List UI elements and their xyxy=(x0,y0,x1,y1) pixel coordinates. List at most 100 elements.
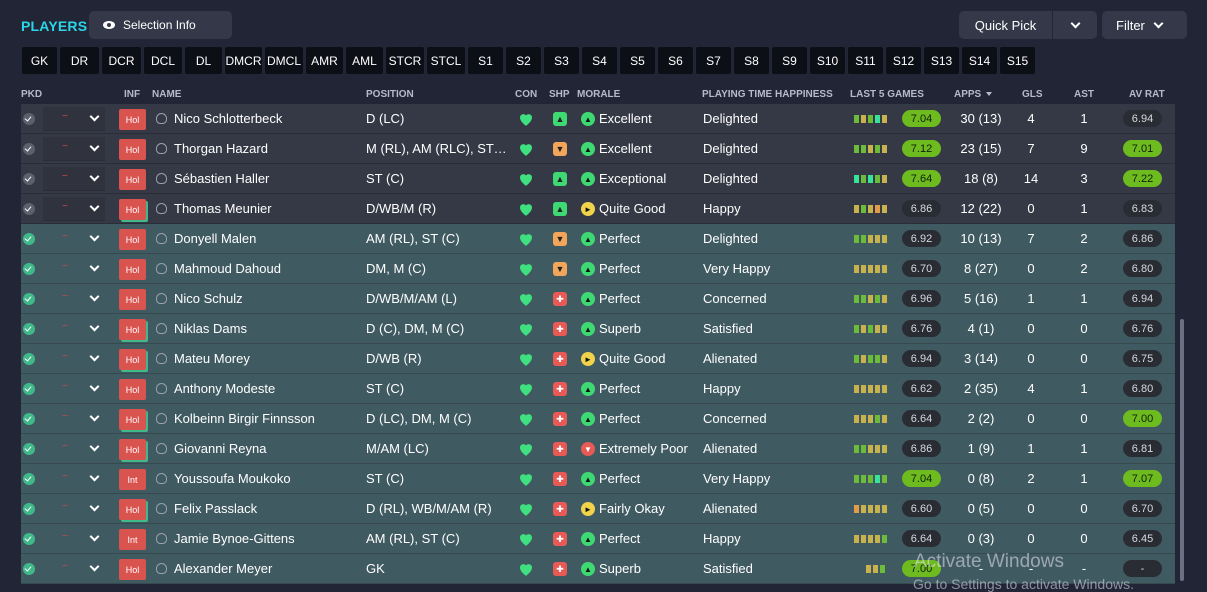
pkd-check-icon[interactable] xyxy=(23,503,35,515)
selection-info-button[interactable]: Selection Info xyxy=(89,11,232,39)
table-row[interactable]: − Hol Donyell Malen AM (RL), ST (C) ▼ ▲ Perfec… xyxy=(21,224,1175,254)
pkd-check-icon[interactable] xyxy=(23,293,35,305)
table-row[interactable]: − Hol Nico Schlotterbeck D (LC) ▲ ▲ Excellent D… xyxy=(21,104,1175,134)
player-name[interactable]: Giovanni Reyna xyxy=(174,441,267,456)
position-filter-s4[interactable]: S4 xyxy=(582,47,617,74)
pkd-check-icon[interactable] xyxy=(23,383,35,395)
table-row[interactable]: − Hol Sébastien Haller ST (C) ▲ ▲ Exceptional D… xyxy=(21,164,1175,194)
position-filter-s2[interactable]: S2 xyxy=(506,47,541,74)
col-av-rat[interactable]: AV RAT xyxy=(1129,89,1165,100)
holiday-badge[interactable]: Int xyxy=(119,529,146,550)
position-filter-s14[interactable]: S14 xyxy=(962,47,997,74)
filter-button[interactable]: Filter xyxy=(1102,11,1187,39)
holiday-badge[interactable]: Hol xyxy=(119,379,146,400)
col-name[interactable]: NAME xyxy=(152,89,182,100)
pkd-check-icon[interactable] xyxy=(23,323,35,335)
position-filter-dcl[interactable]: DCL xyxy=(144,47,182,74)
position-filter-s9[interactable]: S9 xyxy=(772,47,807,74)
col-shp[interactable]: SHP xyxy=(549,89,570,100)
position-filter-s10[interactable]: S10 xyxy=(810,47,845,74)
table-row[interactable]: − Hol Niklas Dams D (C), DM, M (C) ✚ ▲ Superb S… xyxy=(21,314,1175,344)
pkd-check-icon[interactable] xyxy=(23,473,35,485)
table-row[interactable]: − Hol Felix Passlack D (RL), WB/M/AM (R) ✚ ► F… xyxy=(21,494,1175,524)
position-filter-amr[interactable]: AMR xyxy=(306,47,343,74)
table-row[interactable]: − Int Jamie Bynoe-Gittens AM (RL), ST (C) ✚ ▲… xyxy=(21,524,1175,554)
pkd-check-icon[interactable] xyxy=(23,143,35,155)
player-name[interactable]: Nico Schlotterbeck xyxy=(174,111,283,126)
position-filter-dl[interactable]: DL xyxy=(185,47,222,74)
player-name[interactable]: Niklas Dams xyxy=(174,321,247,336)
holiday-badge[interactable]: Hol xyxy=(119,289,146,310)
quick-pick-button[interactable]: Quick Pick xyxy=(959,11,1052,39)
position-filter-s5[interactable]: S5 xyxy=(620,47,655,74)
player-name[interactable]: Felix Passlack xyxy=(174,501,258,516)
position-filter-s6[interactable]: S6 xyxy=(658,47,693,74)
position-filter-s3[interactable]: S3 xyxy=(544,47,579,74)
holiday-badge[interactable]: Hol xyxy=(119,259,146,280)
scrollbar[interactable] xyxy=(1180,319,1184,581)
col-inf[interactable]: INF xyxy=(124,89,141,100)
pkd-check-icon[interactable] xyxy=(23,353,35,365)
col-morale[interactable]: MORALE xyxy=(577,89,621,100)
pkd-check-icon[interactable] xyxy=(23,203,35,215)
position-filter-aml[interactable]: AML xyxy=(346,47,383,74)
holiday-badge[interactable]: Hol xyxy=(119,349,146,370)
position-filter-s1[interactable]: S1 xyxy=(468,47,503,74)
pkd-check-icon[interactable] xyxy=(23,113,35,125)
table-row[interactable]: − Hol Mahmoud Dahoud DM, M (C) ▼ ▲ Perfect Very… xyxy=(21,254,1175,284)
player-name[interactable]: Mahmoud Dahoud xyxy=(174,261,281,276)
table-row[interactable]: − Hol Giovanni Reyna M/AM (LC) ✚ ▼ Extremely P… xyxy=(21,434,1175,464)
position-filter-gk[interactable]: GK xyxy=(22,47,57,74)
holiday-badge[interactable]: Int xyxy=(119,469,146,490)
table-row[interactable]: − Int Youssoufa Moukoko ST (C) ✚ ▲ Perfect Very… xyxy=(21,464,1175,494)
col-ast[interactable]: AST xyxy=(1074,89,1094,100)
holiday-badge[interactable]: Hol xyxy=(119,229,146,250)
holiday-badge[interactable]: Hol xyxy=(119,169,146,190)
pkd-check-icon[interactable] xyxy=(23,563,35,575)
holiday-badge[interactable]: Hol xyxy=(119,319,146,340)
table-row[interactable]: − Hol Nico Schulz D/WB/M/AM (L) ✚ ▲ Perfect Con… xyxy=(21,284,1175,314)
player-name[interactable]: Jamie Bynoe-Gittens xyxy=(174,531,295,546)
pkd-dropdown[interactable] xyxy=(43,197,105,221)
pkd-check-icon[interactable] xyxy=(23,233,35,245)
holiday-badge[interactable]: Hol xyxy=(119,499,146,520)
pkd-check-icon[interactable] xyxy=(23,443,35,455)
player-name[interactable]: Donyell Malen xyxy=(174,231,257,246)
player-name[interactable]: Nico Schulz xyxy=(174,291,243,306)
holiday-badge[interactable]: Hol xyxy=(119,109,146,130)
player-name[interactable]: Alexander Meyer xyxy=(174,561,273,576)
position-filter-s11[interactable]: S11 xyxy=(848,47,883,74)
pkd-check-icon[interactable] xyxy=(23,263,35,275)
player-name[interactable]: Mateu Morey xyxy=(174,351,250,366)
table-row[interactable]: − Hol Alexander Meyer GK ✚ ▲ Superb Satisfied 7.… xyxy=(21,554,1175,584)
position-filter-s7[interactable]: S7 xyxy=(696,47,731,74)
pkd-dropdown[interactable] xyxy=(43,167,105,191)
quick-pick-dropdown[interactable] xyxy=(1053,11,1097,39)
position-filter-stcr[interactable]: STCR xyxy=(386,47,424,74)
table-row[interactable]: − Hol Anthony Modeste ST (C) ✚ ▲ Perfect Happy 6… xyxy=(21,374,1175,404)
col-playing-time[interactable]: PLAYING TIME HAPPINESS xyxy=(702,89,833,100)
position-filter-dmcr[interactable]: DMCR xyxy=(225,47,262,74)
position-filter-s8[interactable]: S8 xyxy=(734,47,769,74)
position-filter-dmcl[interactable]: DMCL xyxy=(265,47,303,74)
table-row[interactable]: − Hol Mateu Morey D/WB (R) ✚ ► Quite Good Alien… xyxy=(21,344,1175,374)
col-con[interactable]: CON xyxy=(515,89,538,100)
position-filter-s15[interactable]: S15 xyxy=(1000,47,1035,74)
position-filter-stcl[interactable]: STCL xyxy=(427,47,465,74)
col-position[interactable]: POSITION xyxy=(366,89,414,100)
col-pkd[interactable]: PKD xyxy=(21,89,43,100)
pkd-check-icon[interactable] xyxy=(23,413,35,425)
position-filter-dcr[interactable]: DCR xyxy=(102,47,141,74)
pkd-check-icon[interactable] xyxy=(23,173,35,185)
table-row[interactable]: − Hol Kolbeinn Birgir Finnsson D (LC), DM, … xyxy=(21,404,1175,434)
col-last5[interactable]: LAST 5 GAMES xyxy=(850,89,924,100)
position-filter-s13[interactable]: S13 xyxy=(924,47,959,74)
col-gls[interactable]: GLS xyxy=(1022,89,1043,100)
player-name[interactable]: Youssoufa Moukoko xyxy=(174,471,291,486)
holiday-badge[interactable]: Hol xyxy=(119,199,146,220)
player-name[interactable]: Kolbeinn Birgir Finnsson xyxy=(174,411,315,426)
col-apps[interactable]: APPS xyxy=(954,89,993,100)
pkd-dropdown[interactable] xyxy=(43,107,105,131)
holiday-badge[interactable]: Hol xyxy=(119,439,146,460)
position-filter-s12[interactable]: S12 xyxy=(886,47,921,74)
